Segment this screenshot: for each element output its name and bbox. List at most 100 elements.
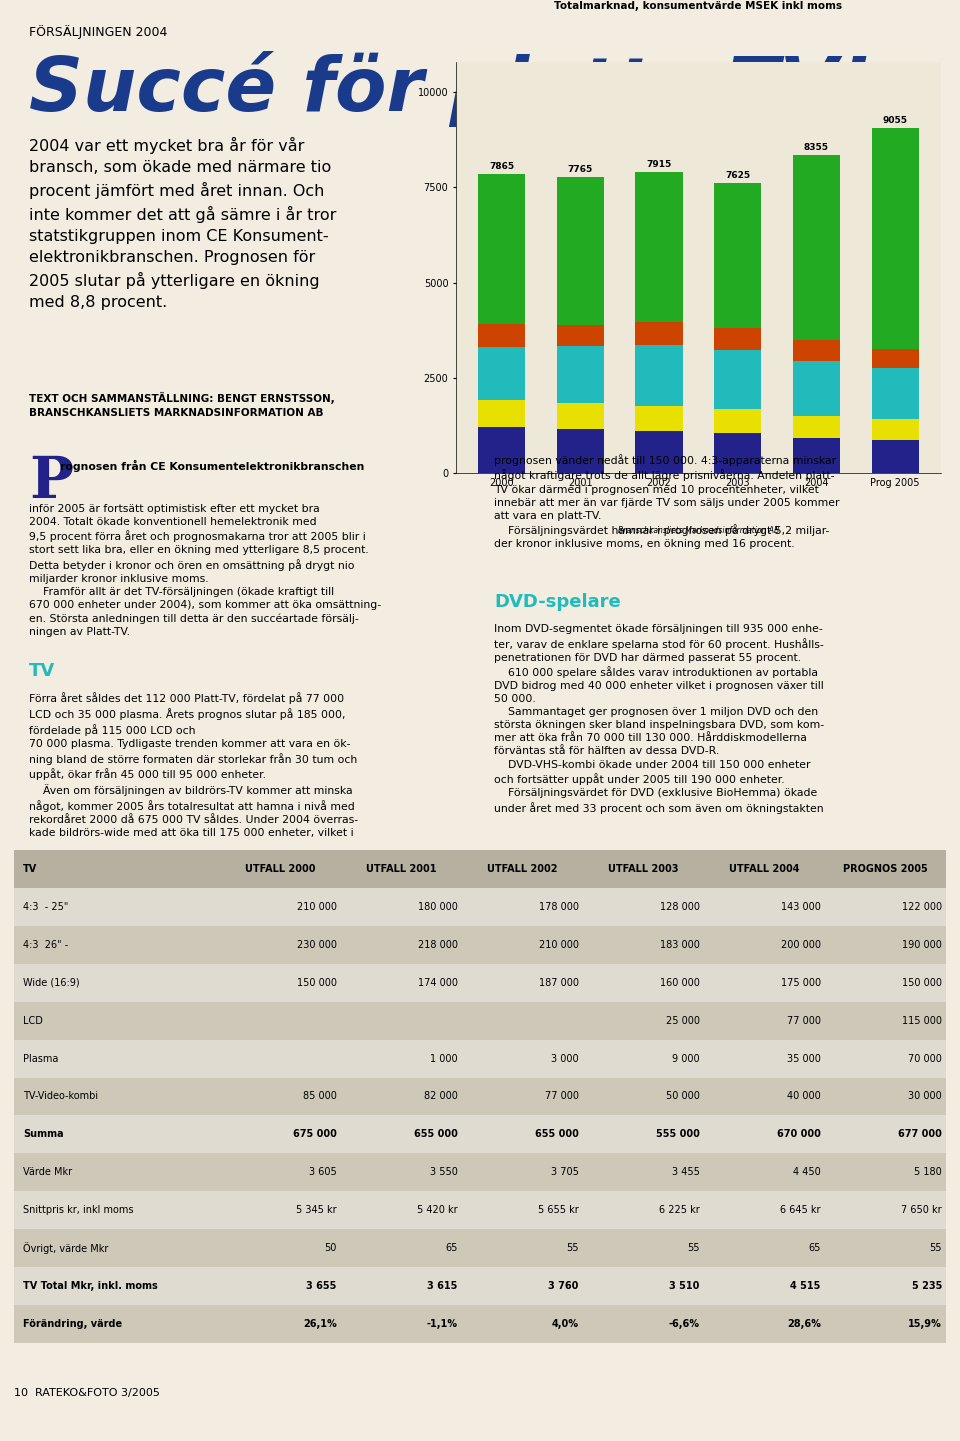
Text: 77 000: 77 000 xyxy=(544,1091,579,1101)
Text: 10  RATEKO&FOTO 3/2005: 10 RATEKO&FOTO 3/2005 xyxy=(14,1388,160,1398)
Text: P: P xyxy=(29,454,73,510)
Text: 5 655 kr: 5 655 kr xyxy=(538,1205,579,1215)
Text: rognosen från CE Konsumentelektronikbranschen: rognosen från CE Konsumentelektronikbran… xyxy=(60,460,365,471)
Text: 7915: 7915 xyxy=(646,160,672,169)
Bar xyxy=(557,403,604,429)
Text: 9 000: 9 000 xyxy=(672,1053,700,1063)
Text: TV: TV xyxy=(29,661,55,680)
Text: 210 000: 210 000 xyxy=(539,940,579,950)
Text: 5 180: 5 180 xyxy=(914,1167,942,1177)
Text: 5 345 kr: 5 345 kr xyxy=(296,1205,337,1215)
Bar xyxy=(636,323,683,346)
Text: UTFALL 2001: UTFALL 2001 xyxy=(366,865,436,875)
Text: LCD: LCD xyxy=(23,1016,42,1026)
Text: 677 000: 677 000 xyxy=(898,1130,942,1140)
Text: 180 000: 180 000 xyxy=(418,902,458,912)
Text: inför 2005 är fortsätt optimistisk efter ett mycket bra
2004. Totalt ökade konve: inför 2005 är fortsätt optimistisk efter… xyxy=(29,503,381,637)
Text: 7625: 7625 xyxy=(725,170,751,180)
FancyBboxPatch shape xyxy=(14,1192,946,1229)
Text: 150 000: 150 000 xyxy=(901,978,942,989)
FancyBboxPatch shape xyxy=(14,1306,946,1343)
Bar xyxy=(636,346,683,406)
Text: 7 650 kr: 7 650 kr xyxy=(901,1205,942,1215)
Bar xyxy=(714,350,761,409)
Text: 82 000: 82 000 xyxy=(423,1091,458,1101)
FancyBboxPatch shape xyxy=(14,964,946,1001)
Text: -1,1%: -1,1% xyxy=(426,1319,458,1329)
Text: UTFALL 2003: UTFALL 2003 xyxy=(608,865,678,875)
Bar xyxy=(872,419,919,441)
Text: 35 000: 35 000 xyxy=(787,1053,821,1063)
Text: 3 455: 3 455 xyxy=(672,1167,700,1177)
Bar xyxy=(557,429,604,473)
Bar xyxy=(872,349,919,367)
Text: 28,6%: 28,6% xyxy=(787,1319,821,1329)
Text: 122 000: 122 000 xyxy=(901,902,942,912)
Text: PROGNOS 2005: PROGNOS 2005 xyxy=(843,865,927,875)
FancyBboxPatch shape xyxy=(14,888,946,927)
Text: 4:3  26" -: 4:3 26" - xyxy=(23,940,68,950)
FancyBboxPatch shape xyxy=(14,1115,946,1153)
Bar xyxy=(872,367,919,419)
Bar xyxy=(557,346,604,403)
Text: 4 450: 4 450 xyxy=(793,1167,821,1177)
Text: Plasma: Plasma xyxy=(23,1053,59,1063)
Text: 1 000: 1 000 xyxy=(430,1053,458,1063)
Text: 65: 65 xyxy=(808,1244,821,1254)
Text: 2004 var ett mycket bra år för vår
bransch, som ökade med närmare tio
procent jä: 2004 var ett mycket bra år för vår brans… xyxy=(29,137,336,310)
Bar xyxy=(478,324,525,347)
Text: Branschkansliets Marknadsinformation AB: Branschkansliets Marknadsinformation AB xyxy=(618,526,779,535)
Text: 190 000: 190 000 xyxy=(902,940,942,950)
FancyBboxPatch shape xyxy=(14,927,946,964)
Text: 178 000: 178 000 xyxy=(539,902,579,912)
FancyBboxPatch shape xyxy=(14,1078,946,1115)
Text: Förändring, värde: Förändring, värde xyxy=(23,1319,122,1329)
Text: 174 000: 174 000 xyxy=(418,978,458,989)
FancyBboxPatch shape xyxy=(14,1267,946,1306)
Text: 55: 55 xyxy=(687,1244,700,1254)
Text: Övrigt, värde Mkr: Övrigt, värde Mkr xyxy=(23,1242,108,1254)
Text: 15,9%: 15,9% xyxy=(908,1319,942,1329)
Text: 200 000: 200 000 xyxy=(780,940,821,950)
Text: -6,6%: -6,6% xyxy=(669,1319,700,1329)
Bar xyxy=(636,431,683,473)
Text: 210 000: 210 000 xyxy=(297,902,337,912)
Text: TV-Video-kombi: TV-Video-kombi xyxy=(23,1091,98,1101)
Text: Summa: Summa xyxy=(23,1130,63,1140)
Text: 70 000: 70 000 xyxy=(908,1053,942,1063)
Text: 3 615: 3 615 xyxy=(427,1281,458,1291)
Bar xyxy=(557,177,604,326)
Text: 655 000: 655 000 xyxy=(414,1130,458,1140)
Bar xyxy=(714,183,761,329)
Bar xyxy=(636,171,683,323)
Text: 183 000: 183 000 xyxy=(660,940,700,950)
FancyBboxPatch shape xyxy=(14,1001,946,1039)
Text: 3 000: 3 000 xyxy=(551,1053,579,1063)
Text: 150 000: 150 000 xyxy=(297,978,337,989)
Bar xyxy=(478,173,525,324)
Text: 77 000: 77 000 xyxy=(787,1016,821,1026)
Text: 3 655: 3 655 xyxy=(306,1281,337,1291)
Text: 4,0%: 4,0% xyxy=(552,1319,579,1329)
FancyBboxPatch shape xyxy=(14,1229,946,1267)
Text: 3 550: 3 550 xyxy=(430,1167,458,1177)
Text: 9055: 9055 xyxy=(882,117,907,125)
Text: 50: 50 xyxy=(324,1244,337,1254)
Text: Snittpris kr, inkl moms: Snittpris kr, inkl moms xyxy=(23,1205,133,1215)
Text: 4 515: 4 515 xyxy=(790,1281,821,1291)
Text: 3 705: 3 705 xyxy=(551,1167,579,1177)
Text: Värde Mkr: Värde Mkr xyxy=(23,1167,72,1177)
Text: UTFALL 2004: UTFALL 2004 xyxy=(729,865,800,875)
FancyBboxPatch shape xyxy=(14,1153,946,1192)
Text: 7765: 7765 xyxy=(567,166,593,174)
Text: Förra året såldes det 112 000 Platt-TV, fördelat på 77 000
LCD och 35 000 plasma: Förra året såldes det 112 000 Platt-TV, … xyxy=(29,693,358,837)
Bar xyxy=(872,128,919,349)
Bar xyxy=(478,401,525,427)
Text: 55: 55 xyxy=(929,1244,942,1254)
Text: TEXT OCH SAMMANSTÄLLNING: BENGT ERNSTSSON,
BRANSCHKANSLIETS MARKNADSINFORMATION : TEXT OCH SAMMANSTÄLLNING: BENGT ERNSTSSO… xyxy=(29,392,334,418)
Text: 40 000: 40 000 xyxy=(787,1091,821,1101)
FancyBboxPatch shape xyxy=(14,1039,946,1078)
Text: 7865: 7865 xyxy=(489,161,515,170)
Text: 230 000: 230 000 xyxy=(297,940,337,950)
Text: 50 000: 50 000 xyxy=(666,1091,700,1101)
